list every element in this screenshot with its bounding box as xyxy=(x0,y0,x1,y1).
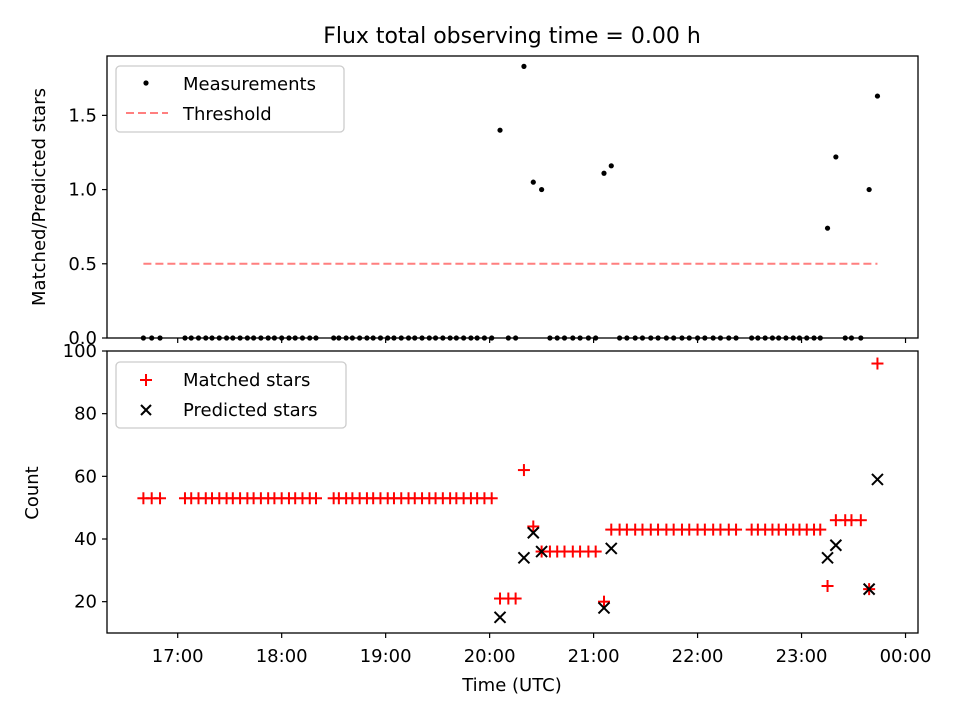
matched-stars-point xyxy=(730,523,743,536)
legend-predicted-label: Predicted stars xyxy=(183,400,317,421)
predicted-stars-point xyxy=(535,545,548,558)
matched-stars-point xyxy=(154,492,167,505)
count-panel: Count Time (UTC) 20 40 60 80 100 17:00 18:00 19… xyxy=(22,341,931,696)
matched-stars-point xyxy=(527,520,540,533)
matched-stars-point xyxy=(597,595,610,608)
matched-stars-point xyxy=(854,514,867,527)
legend-predicted-marker xyxy=(140,404,152,416)
matched-stars-point xyxy=(821,580,834,592)
ratio-panel: Flux total observing time = 0.00 h Match… xyxy=(29,24,919,349)
measurement-point xyxy=(874,93,881,99)
y-tick-label: 40 xyxy=(74,529,97,550)
x-tick-label: 23:00 xyxy=(776,646,828,667)
y-tick-label: 60 xyxy=(74,466,97,487)
matched-stars-point xyxy=(517,464,530,477)
x-tick-label: 20:00 xyxy=(464,646,516,667)
count-legend: Matched stars Predicted stars xyxy=(115,361,347,429)
ratio-axes: 0.0 0.5 1.0 1.5 xyxy=(68,55,919,349)
predicted-stars-point xyxy=(871,473,884,486)
predicted-stars-point xyxy=(517,551,531,565)
measurement-point xyxy=(601,170,607,176)
measurement-point xyxy=(866,186,872,193)
legend-threshold-label: Threshold xyxy=(182,104,272,125)
matched-stars-point xyxy=(485,492,498,505)
legend-matched-marker xyxy=(140,374,152,386)
y-tick-label: 1.5 xyxy=(68,105,97,126)
y-axis-label-count: Count xyxy=(22,466,43,519)
measurement-point xyxy=(539,186,545,193)
count-axes: 20 40 60 80 100 17:00 18:00 19:00 20:00 21:00 22:0… xyxy=(63,341,932,667)
predicted-stars-point xyxy=(821,551,834,565)
matched-stars-point xyxy=(509,592,522,605)
legend-measurements-label: Measurements xyxy=(183,74,316,95)
y-tick-label: 0.0 xyxy=(68,328,97,349)
legend-matched-label: Matched stars xyxy=(183,370,310,391)
matched-stars-point xyxy=(814,523,827,536)
matched-stars-point xyxy=(309,492,322,505)
y-tick-label: 0.5 xyxy=(68,254,97,275)
x-tick-label: 18:00 xyxy=(256,646,308,667)
matched-stars-point xyxy=(589,545,602,558)
ratio-legend: Measurements Threshold xyxy=(115,65,345,133)
x-axis-label: Time (UTC) xyxy=(461,675,562,696)
x-tick-label: 19:00 xyxy=(360,646,412,667)
measurement-point xyxy=(824,225,831,231)
y-tick-label: 1.0 xyxy=(68,180,97,201)
x-tick-label: 21:00 xyxy=(568,646,620,667)
y-tick-label: 20 xyxy=(74,592,97,613)
axes-frame xyxy=(106,55,919,339)
measurement-point xyxy=(833,154,839,160)
count-plot-area xyxy=(137,357,884,624)
predicted-stars-point xyxy=(605,542,618,555)
y-tick-label: 100 xyxy=(63,341,97,362)
predicted-stars-point xyxy=(829,539,843,552)
y-axis-label-ratio: Matched/Predicted stars xyxy=(29,88,50,306)
legend-measurements-marker xyxy=(143,80,149,86)
predicted-stars-point xyxy=(527,526,540,539)
x-tick-label: 00:00 xyxy=(880,646,932,667)
y-tick-label: 80 xyxy=(74,404,97,425)
axes-frame xyxy=(106,350,919,634)
measurement-point xyxy=(530,179,536,185)
measurement-point xyxy=(521,63,527,69)
x-tick-label: 17:00 xyxy=(152,646,204,667)
predicted-stars-point xyxy=(597,601,611,615)
matched-stars-point xyxy=(871,357,884,370)
x-tick-label: 22:00 xyxy=(672,646,724,667)
predicted-stars-point xyxy=(493,611,507,624)
legend-frame xyxy=(115,65,345,133)
predicted-stars-point xyxy=(862,582,876,596)
measurement-point xyxy=(497,127,503,133)
chart-title: Flux total observing time = 0.00 h xyxy=(323,24,701,49)
measurement-point xyxy=(608,163,614,169)
legend-frame xyxy=(115,361,347,429)
